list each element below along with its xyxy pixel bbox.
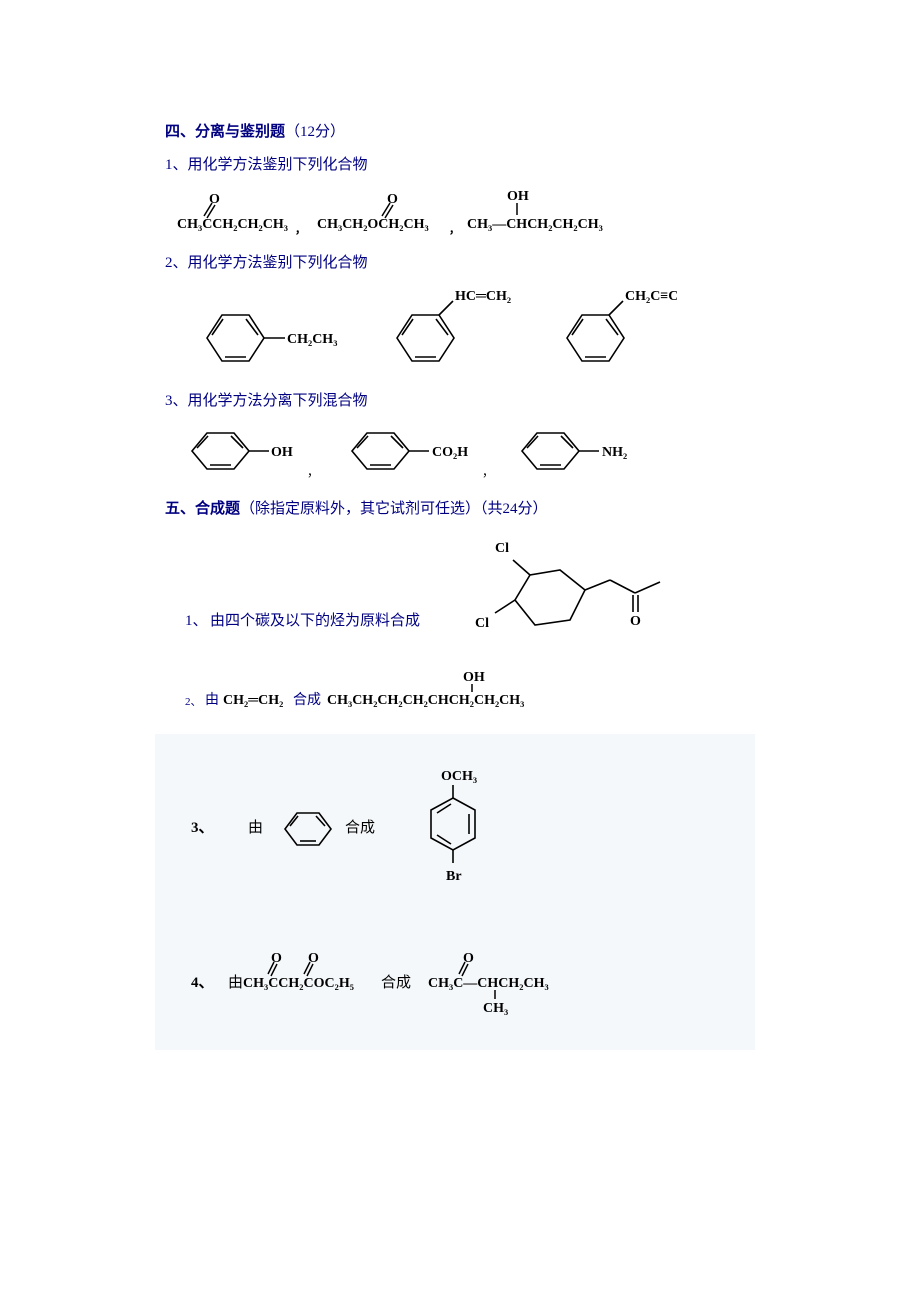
q4-1: 1、用化学方法鉴别下列化合物 O CH₃CCH₂CH₂CH₃ ， O CH₃CH… — [165, 153, 755, 235]
q5-2-reactant: CH₂═CH₂ — [223, 693, 283, 708]
q5-2-mid: 合成 — [293, 692, 321, 708]
q5-2-svg: 2、 由 CH₂═CH₂ 合成 OH CH₃CH₂CH₂CH₂CHCH₂CH₂C… — [165, 667, 725, 717]
q4-2-body: 用化学方法鉴别下列化合物 — [188, 255, 368, 271]
section-4-points: （12分） — [285, 124, 345, 140]
q5-4-prefix: 由 — [228, 974, 243, 991]
section-5-subtitle: （除指定原料外，其它试剂可任选） — [240, 501, 480, 517]
q4-3-svg: OH ， CO₂H ， NH₂ — [177, 421, 697, 481]
label-cl2: Cl — [475, 616, 489, 631]
q5-3-prefix: 由 — [248, 819, 263, 836]
q4-1-body: 用化学方法鉴别下列化合物 — [188, 157, 368, 173]
q5-2-num: 2、 — [185, 696, 202, 708]
label-cl1: Cl — [495, 541, 509, 556]
section-5-title: 五、合成题 — [165, 501, 240, 517]
label-hcch2: HC═CH₂ — [455, 289, 511, 304]
q5-2-prefix: 由 — [205, 692, 219, 708]
section-4-title: 四、分离与鉴别题 — [165, 124, 285, 140]
q5-3: 3、 由 合成 OCH₃ Br — [173, 762, 737, 897]
q5-3-mid: 合成 — [345, 819, 375, 836]
label-ch2cch: CH₂C≡CH — [625, 289, 677, 304]
q4-3-text: 3、用化学方法分离下列混合物 — [165, 389, 755, 413]
q4-2-num: 2、 — [165, 255, 188, 271]
q4-1-text: 1、用化学方法鉴别下列化合物 — [165, 153, 755, 177]
label-OH: OH — [507, 189, 529, 204]
q4-2-text: 2、用化学方法鉴别下列化合物 — [165, 251, 755, 275]
q4-2-structures: CH₂CH₃ HC═CH₂ CH₂C≡CH — [177, 283, 755, 373]
q4-3: 3、用化学方法分离下列混合物 OH ， — [165, 389, 755, 481]
q5-4-reactant: CH₃CCH₂COC₂H₅ — [243, 976, 354, 991]
q5-4-mid: 合成 — [381, 974, 411, 991]
q5-3-num: 3、 — [191, 820, 214, 836]
exam-page: 四、分离与鉴别题（12分） 1、用化学方法鉴别下列化合物 O CH₃CCH₂CH… — [0, 0, 920, 1050]
q5-1-svg: 1、 由四个碳及以下的烃为原料合成 Cl Cl O — [165, 530, 725, 650]
q5-3-svg: 3、 由 合成 OCH₃ Br — [173, 762, 673, 892]
q4-1-structures: O CH₃CCH₂CH₂CH₃ ， O CH₃CH₂OCH₂CH₃ ， OH C… — [177, 185, 755, 235]
q5-4-ch3: CH₃ — [483, 1001, 508, 1016]
q4-1-svg: O CH₃CCH₂CH₂CH₃ ， O CH₃CH₂OCH₂CH₃ ， OH C… — [177, 185, 657, 235]
section-5-header: 五、合成题（除指定原料外，其它试剂可任选）（共24分） — [165, 497, 755, 518]
label-ch2ch3: CH₂CH₃ — [287, 332, 337, 347]
label-br: Br — [446, 869, 462, 884]
q5-2-product: CH₃CH₂CH₂CH₂CHCH₂CH₂CH₃ — [327, 693, 524, 708]
q5-1-text: 由四个碳及以下的烃为原料合成 — [210, 612, 420, 629]
label-och3: OCH₃ — [441, 769, 477, 784]
formula-1a: CH₃CCH₂CH₂CH₃ — [177, 217, 288, 232]
q5-1: 1、 由四个碳及以下的烃为原料合成 Cl Cl O — [165, 530, 755, 655]
q5-4-num: 4、 — [191, 975, 214, 991]
greybox: 3、 由 合成 OCH₃ Br — [155, 734, 755, 1050]
label-oh3: OH — [463, 670, 485, 685]
q5-4-product: CH₃C—CHCH₂CH₃ — [428, 976, 549, 991]
section-4-header: 四、分离与鉴别题（12分） — [165, 120, 755, 141]
label-o3: O — [630, 614, 641, 629]
label-co2h: CO₂H — [432, 445, 468, 460]
q4-2: 2、用化学方法鉴别下列化合物 CH₂CH₃ — [165, 251, 755, 373]
comma-1: ， — [295, 224, 306, 235]
formula-1b: CH₃CH₂OCH₂CH₃ — [317, 217, 429, 232]
label-oh2: OH — [271, 445, 293, 460]
q5-1-num: 1、 — [185, 613, 208, 629]
q4-3-num: 3、 — [165, 393, 188, 409]
section-5-points: （共24分） — [480, 501, 548, 517]
label-nh2: NH₂ — [602, 445, 627, 460]
q4-2-svg: CH₂CH₃ HC═CH₂ CH₂C≡CH — [177, 283, 677, 373]
comma-3: ， — [307, 465, 319, 479]
q4-1-num: 1、 — [165, 157, 188, 173]
q4-3-body: 用化学方法分离下列混合物 — [188, 393, 368, 409]
q5-4-svg: 4、 由 O O CH₃CCH₂COC₂H₅ 合成 O CH₃C—CHCH₂CH… — [173, 947, 693, 1017]
comma-4: ， — [482, 465, 494, 479]
formula-1c: CH₃—CHCH₂CH₂CH₃ — [467, 217, 603, 232]
comma-2: ， — [449, 224, 460, 235]
q5-2: 2、 由 CH₂═CH₂ 合成 OH CH₃CH₂CH₂CH₂CHCH₂CH₂C… — [165, 667, 755, 722]
q5-4: 4、 由 O O CH₃CCH₂COC₂H₅ 合成 O CH₃C—CHCH₂CH… — [173, 947, 737, 1022]
q4-3-structures: OH ， CO₂H ， NH₂ — [177, 421, 755, 481]
